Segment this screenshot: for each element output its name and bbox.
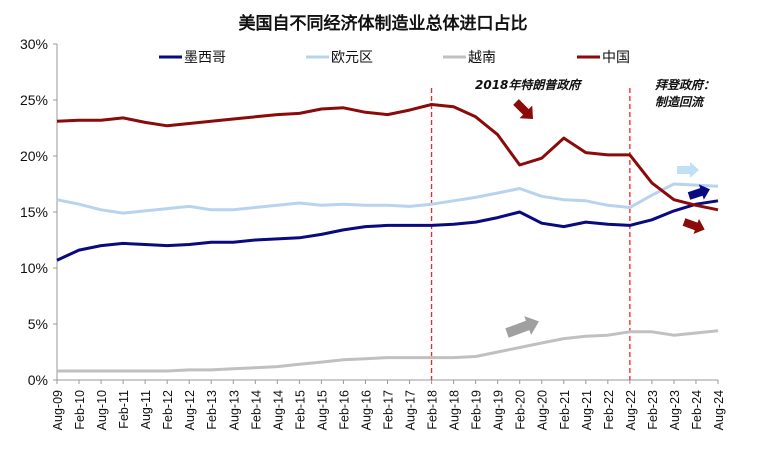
x-tick-label: Aug-09 [51,390,65,430]
x-tick-label: Feb-12 [161,390,175,430]
x-tick-label: Aug-20 [536,390,550,430]
annotation-biden-2: 制造回流 [655,95,705,109]
x-tick-label: Feb-24 [690,390,704,430]
x-tick-label: Aug-10 [95,390,109,430]
series-line-1 [56,182,719,215]
x-tick-label: Feb-19 [470,390,484,430]
x-tick-label: Aug-19 [492,390,506,430]
y-tick-label: 0% [28,372,48,388]
china-down-arrow-2018 [513,99,533,119]
y-tick-label: 25% [20,92,48,108]
legend-label-china: 中国 [602,50,630,66]
x-tick-label: Aug-17 [404,390,418,430]
eurozone-right-arrow [677,162,699,178]
series-lines [56,103,719,373]
x-tick-label: Aug-23 [668,390,682,430]
legend-label-mexico: 墨西哥 [184,50,226,66]
mexico-up-arrow [687,184,710,200]
series-line-0 [56,199,719,262]
x-tick-label: Aug-14 [271,390,285,430]
x-tick-label: Feb-14 [249,390,263,430]
x-tick-label: Feb-13 [205,390,219,430]
series-line-2 [57,329,719,373]
trend-arrows [505,99,710,338]
x-tick-label: Aug-11 [139,390,153,429]
x-axis: Aug-09 Feb-10 Aug-10 Feb-11 Aug-11 Feb-12 Aug-… [51,379,726,430]
y-tick-label: 15% [20,204,48,220]
x-tick-label: Feb-23 [646,390,660,430]
y-tick-label: 20% [20,148,48,164]
y-tick-label: 30% [20,36,48,52]
x-tick-label: Aug-18 [448,390,462,430]
x-tick-label: Aug-21 [580,390,594,430]
x-tick-label: Feb-10 [73,390,87,430]
y-axis: 0% 5% 10% 15% 20% 25% 30% [20,36,58,388]
x-tick-label: Feb-11 [117,390,131,429]
annotation-biden-1: 拜登政府： [655,78,715,92]
x-tick-label: Feb-21 [558,390,572,430]
x-tick-label: Feb-17 [382,390,396,430]
y-tick-label: 10% [20,260,48,276]
x-tick-label: Aug-24 [712,390,726,430]
china-down-arrow [682,218,705,234]
chart-title: 美国自不同经济体制造业总体进口占比 [239,13,528,34]
y-tick-label: 5% [28,316,48,332]
x-tick-label: Aug-22 [624,390,638,430]
x-tick-label: Aug-15 [315,390,329,430]
series-line-3 [56,103,719,212]
x-tick-label: Feb-18 [426,390,440,430]
vietnam-up-arrow [505,316,539,338]
x-tick-label: Feb-22 [602,390,616,430]
x-tick-label: Feb-20 [514,390,528,430]
x-tick-label: Aug-13 [227,390,241,430]
x-tick-label: Aug-12 [183,390,197,430]
annotation-trump: 2018年特朗普政府 [475,78,582,92]
x-tick-label: Aug-16 [359,390,373,430]
x-tick-label: Feb-15 [293,390,307,430]
legend-label-vietnam: 越南 [468,50,496,66]
legend: 墨西哥 欧元区 越南 中国 [159,50,630,66]
legend-label-eurozone: 欧元区 [331,50,373,66]
x-tick-label: Feb-16 [337,390,351,430]
